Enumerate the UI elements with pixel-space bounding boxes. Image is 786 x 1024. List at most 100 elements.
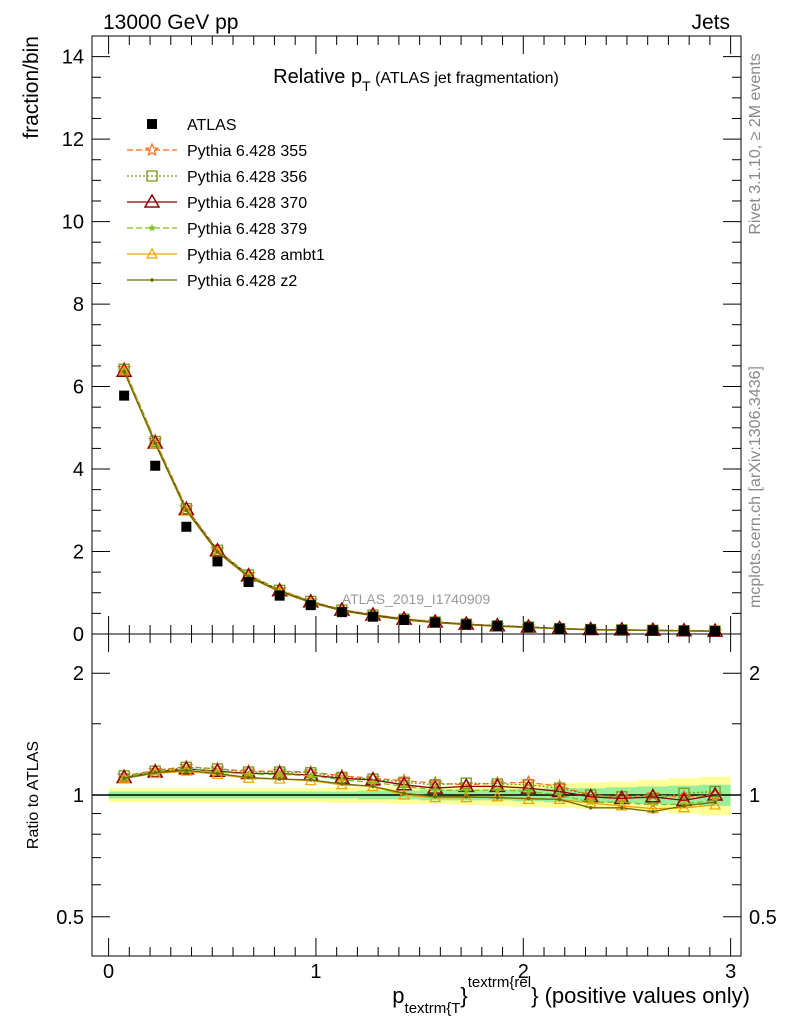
main-ytick-label: 14 [62,47,84,69]
data-point [181,521,192,532]
ratio-ytick-label-right: 2 [749,663,760,685]
legend-marker [146,170,158,182]
ratio-series-line [124,768,716,806]
data-point [243,577,254,588]
ratio-xtick-label: 2 [518,961,529,983]
data-point [149,437,162,449]
legend-entry: ATLAS [147,117,237,134]
legend-marker [150,278,154,282]
legend-marker [147,119,157,129]
data-point [585,624,596,635]
data-point [461,619,472,630]
data-point [115,362,133,378]
data-point [122,369,126,374]
ratio-point [677,801,690,813]
series-line [123,371,716,632]
ratio-point [678,787,690,799]
main-series-group [115,360,724,638]
ratio-axis-ticks: 0.5 0.5 1 1 2 2 0 1 2 3 [56,634,777,983]
data-point [616,624,627,635]
main-title-rest: (ATLAS jet fragmentation) [371,70,559,87]
ratio-xtick-label: 0 [103,961,114,983]
data-point [336,607,347,618]
xlabel-tail: } (positive values only) [531,983,750,1008]
main-ylabel: fraction/bin [20,36,43,139]
series-line [123,369,716,632]
data-point [150,460,161,471]
legend-entry: Pythia 6.428 z2 [127,273,297,290]
ratio-point [308,778,313,782]
ratio-ytick-label: 0.5 [56,907,84,929]
ratio-point [713,800,717,804]
ratio-series-line [124,770,716,810]
main-ytick-label: 8 [73,294,84,316]
legend-entry: Pythia 6.428 379 [127,221,307,238]
ratio-point [709,798,722,810]
data-point [399,614,410,625]
ratio-point [493,785,502,793]
ratio-point [557,797,562,802]
ratio-series-pythia-6-428-z2 [122,768,717,814]
data-point [305,600,316,611]
mcplots-label: mcplots.cern.ch [arXiv:1306.3436] [747,366,764,608]
legend-label: ATLAS [187,117,237,134]
ratio-ytick-label: 1 [73,785,84,807]
legend-entry: Pythia 6.428 370 [127,193,307,212]
data-point [492,621,503,632]
legend-entry: Pythia 6.428 355 [127,142,307,160]
main-axis-ticks: 0 2 4 6 8 10 12 14 [62,36,741,646]
ratio-point [431,785,439,793]
ratio-point [526,796,531,801]
ratio-ytick-label-right: 0.5 [749,907,777,929]
data-point [180,504,193,516]
main-ytick-label: 4 [73,459,84,481]
ratio-point [371,784,375,789]
ratio-point [682,804,686,808]
data-point [120,366,128,374]
jets-label: Jets [691,11,730,34]
data-point [523,622,534,633]
ratio-point [398,788,411,800]
data-point [367,611,378,622]
data-point [215,550,220,554]
data-point [430,617,441,628]
main-panel: Relative pT (ATLAS jet fragmentation) fr… [20,35,742,646]
ratio-point [615,799,628,811]
ratio-panel: Ratio to ATLAS 0.5 0.5 1 1 2 2 0 1 2 3 ptextrm{T}… [25,633,777,1017]
legend-marker [143,193,161,208]
legend-marker [144,142,160,157]
data-point [212,556,223,567]
ratio-series-line [123,769,716,813]
ratio-point [619,805,624,810]
xlabel-sup: textrm{rel [468,974,531,991]
ratio-xtick-label: 1 [310,961,321,983]
ratio-point [402,791,406,796]
ratio-point [215,771,220,776]
series-atlas [119,390,721,637]
ratio-point [122,776,126,781]
ratio-xlabel: ptextrm{T}textrm{rel} (positive values o… [392,974,750,1017]
xlabel-main: p [392,983,404,1008]
ratio-point [491,790,504,802]
legend-label: Pythia 6.428 355 [187,143,307,160]
data-point [710,626,721,637]
rivet-label: Rivet 3.1.10, ≥ 2M events [747,53,764,234]
xlabel-sub: textrm{T [405,1000,461,1017]
xlabel-mid: } [460,983,467,1008]
ratio-point [277,777,282,781]
data-point [678,625,689,636]
data-point [118,364,131,376]
energy-label: 13000 GeV pp [103,11,238,34]
data-point [153,441,158,446]
ratio-ytick-label-right: 1 [749,785,760,807]
ratio-point [495,795,500,800]
legend: ATLAS Pythia 6.428 355 Pythia 6.428 356 Pyt… [127,117,325,290]
main-ytick-label: 2 [73,542,84,564]
legend-marker [148,224,156,232]
ratio-point [184,768,189,773]
legend-label: Pythia 6.428 356 [187,169,307,186]
data-point [184,508,189,513]
main-title-text: Relative p [273,66,362,88]
ratio-ytick-label: 2 [73,663,84,685]
